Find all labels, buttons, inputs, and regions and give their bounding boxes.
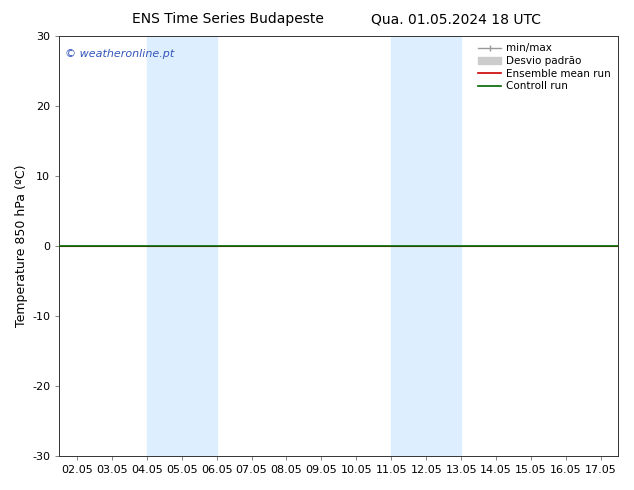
Text: © weatheronline.pt: © weatheronline.pt — [65, 49, 174, 59]
Text: ENS Time Series Budapeste: ENS Time Series Budapeste — [133, 12, 324, 26]
Legend: min/max, Desvio padrão, Ensemble mean run, Controll run: min/max, Desvio padrão, Ensemble mean ru… — [476, 41, 613, 93]
Y-axis label: Temperature 850 hPa (ºC): Temperature 850 hPa (ºC) — [15, 165, 28, 327]
Text: Qua. 01.05.2024 18 UTC: Qua. 01.05.2024 18 UTC — [372, 12, 541, 26]
Bar — [146, 36, 217, 456]
Bar — [391, 36, 461, 456]
